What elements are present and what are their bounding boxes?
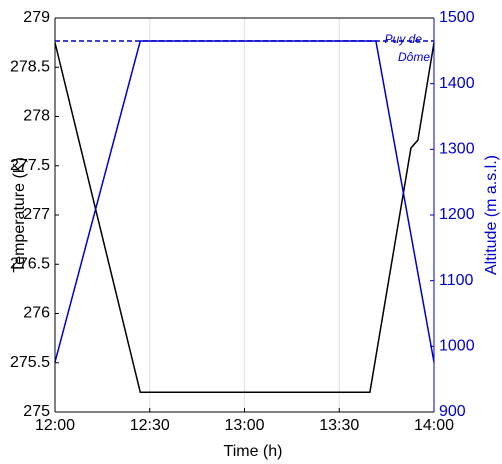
y2-tick-label: 1300	[439, 141, 475, 158]
reference-label: Puy de	[385, 32, 423, 46]
x-tick-label: 14:00	[414, 417, 454, 434]
y-tick-label: 278	[23, 108, 50, 125]
y2-tick-label: 1000	[439, 338, 475, 355]
data-line	[54, 40, 435, 363]
y-tick-label: 276.5	[10, 255, 50, 272]
y2-tick-label: 900	[439, 403, 466, 420]
y-tick-label: 279	[23, 9, 50, 26]
y-tick-label: 276	[23, 305, 50, 322]
y-tick-label: 278.5	[10, 58, 50, 75]
reference-label: Dôme	[398, 50, 430, 64]
y2-tick-label: 1200	[439, 206, 475, 223]
data-line	[54, 42, 435, 394]
y-tick-label: 275.5	[10, 354, 50, 371]
y2-tick-label: 1500	[439, 9, 475, 26]
y2-tick-label: 1400	[439, 75, 475, 92]
x-tick-label: 12:30	[130, 417, 170, 434]
y2-axis-label: Altitude (m a.s.l.)	[483, 155, 500, 275]
x-axis-label: Time (h)	[224, 443, 283, 460]
y-axis-label: Temperature (K)	[11, 157, 28, 273]
y-tick-label: 277	[23, 206, 50, 223]
y-tick-label: 275	[23, 403, 50, 420]
y-tick-label: 277.5	[10, 157, 50, 174]
x-tick-label: 13:30	[319, 417, 359, 434]
y2-tick-label: 1100	[439, 272, 474, 289]
x-tick-label: 13:00	[224, 417, 264, 434]
x-tick-label: 12:00	[35, 417, 75, 434]
